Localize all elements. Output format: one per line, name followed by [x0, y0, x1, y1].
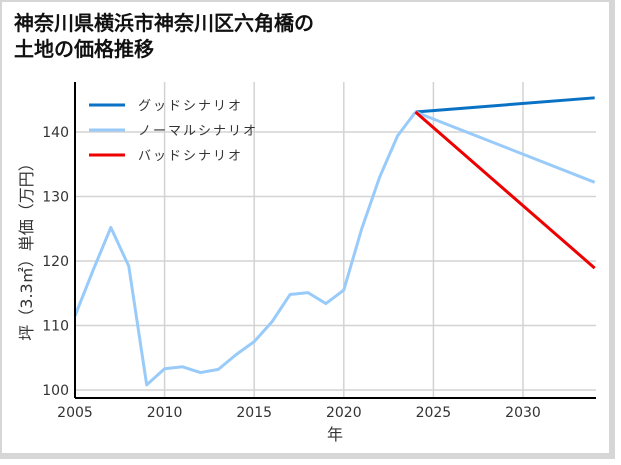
- y-tick-label: 130: [42, 190, 69, 206]
- y-tick-label: 140: [42, 125, 69, 141]
- x-tick-label: 2015: [236, 405, 272, 421]
- data-lines: [73, 96, 596, 387]
- legend-label: バッドシナリオ: [138, 149, 243, 164]
- grid-lines: [74, 82, 596, 398]
- series-line: [414, 110, 596, 184]
- x-tick-label: 2005: [57, 405, 93, 421]
- chart-frame: [0, 0, 615, 459]
- y-tick-label: 110: [42, 319, 69, 335]
- y-axis-label: 坪（3.3㎡）単価（万円）: [17, 155, 36, 340]
- legend-label: ノーマルシナリオ: [138, 124, 258, 139]
- y-tick-labels: 100 110 120 130 140: [42, 125, 69, 399]
- x-axis-label: 年: [327, 425, 343, 444]
- x-tick-label: 2025: [416, 405, 452, 421]
- legend-label: グッドシナリオ: [138, 99, 243, 114]
- x-tick-label: 2010: [147, 405, 183, 421]
- chart-title: 神奈川県横浜市神奈川区六角橋の 土地の価格推移: [14, 11, 314, 61]
- x-tick-label: 2030: [505, 405, 541, 421]
- series-line: [415, 96, 595, 114]
- series-line: [73, 111, 417, 387]
- series-line: [414, 110, 596, 270]
- axes: [74, 82, 596, 399]
- x-tick-label: 2020: [326, 405, 362, 421]
- y-tick-label: 120: [42, 254, 69, 270]
- y-tick-label: 100: [42, 383, 69, 399]
- x-tick-labels: 2005 2010 2015 2020 2025 2030: [57, 405, 541, 421]
